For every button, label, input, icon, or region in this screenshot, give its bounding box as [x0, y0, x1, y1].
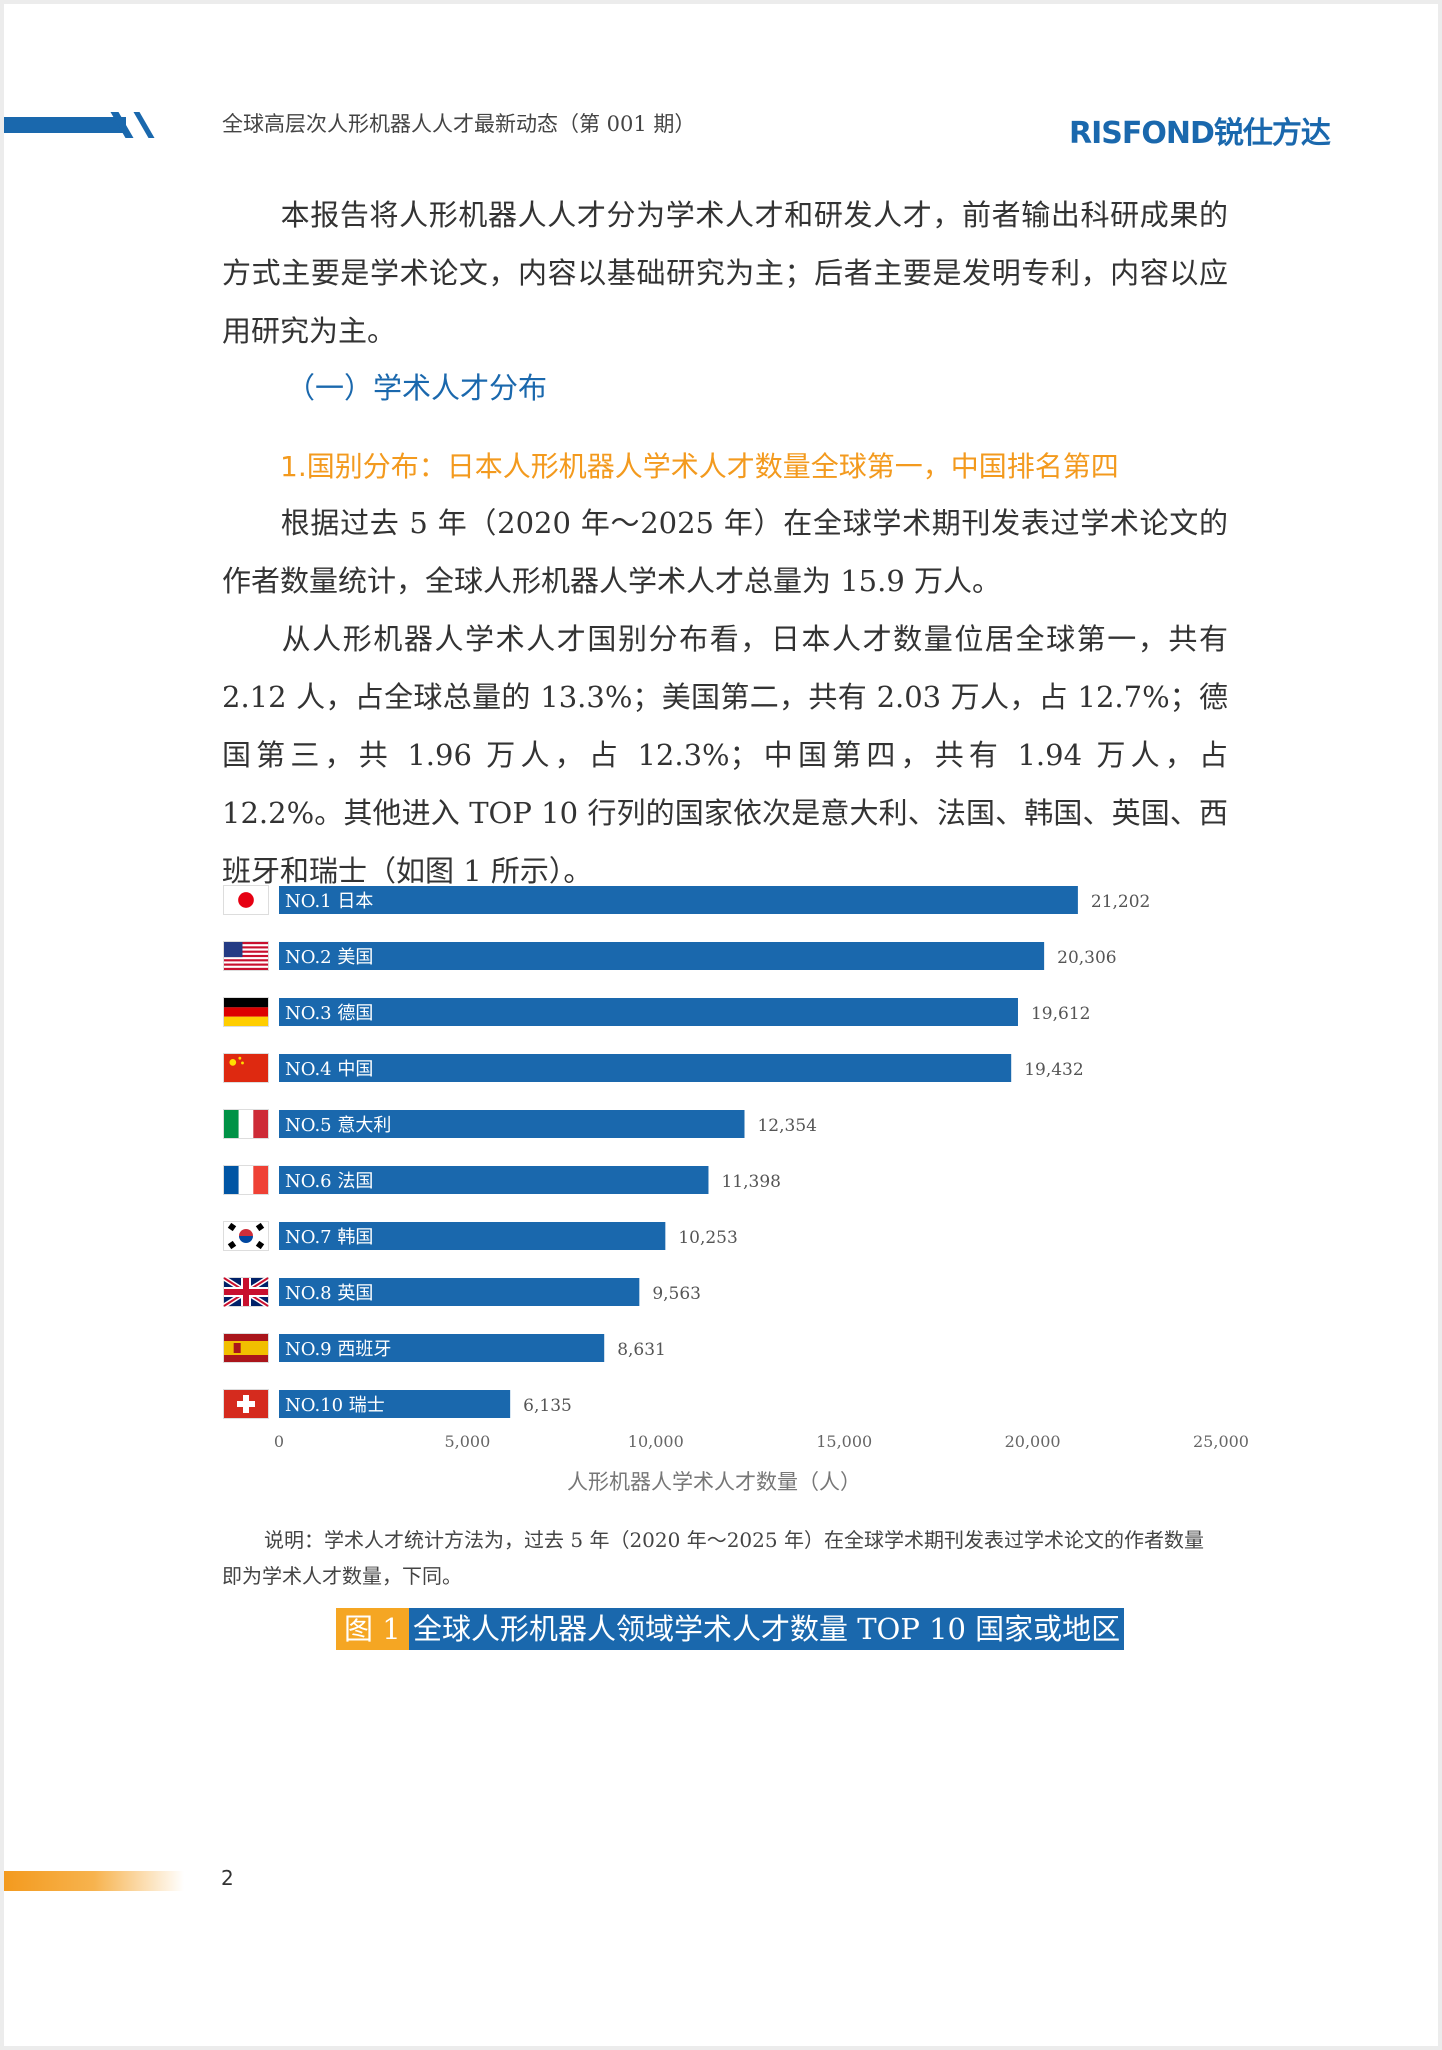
bar-chart: NO.1 日本 21,202 NO.2 美国 20,306 NO.3 德国 19,612 N… — [222, 885, 1249, 1494]
bar-category-label: NO.8 英国 — [285, 1283, 373, 1304]
x-tick-label: 15,000 — [816, 1432, 872, 1451]
figure-title: 全球人形机器人领域学术人才数量 TOP 10 国家或地区 — [409, 1608, 1125, 1650]
chart-note: 说明：学术人才统计方法为，过去 5 年（2020 年～2025 年）在全球学术期… — [222, 1528, 1204, 1588]
paragraph-total: 根据过去 5 年（2020 年～2025 年）在全球学术期刊发表过学术论文的作者… — [222, 506, 1228, 598]
header-title: 全球高层次人形机器人人才最新动态（第 001 期） — [222, 112, 696, 136]
bar-value-label: 12,354 — [757, 1116, 816, 1136]
company-logo: RISFOND锐仕方达 — [1069, 108, 1331, 152]
bar — [279, 886, 1078, 914]
x-tick-label: 10,000 — [628, 1432, 684, 1451]
flag-germany-icon — [223, 997, 269, 1027]
bar-category-label: NO.10 瑞士 — [285, 1395, 385, 1416]
logo-text: RISFOND — [1069, 116, 1215, 151]
bar-value-label: 20,306 — [1057, 948, 1116, 968]
bar-value-label: 11,398 — [721, 1172, 780, 1192]
flag-spain-icon — [223, 1333, 269, 1363]
bar-value-label: 8,631 — [617, 1340, 666, 1360]
bar-category-label: NO.2 美国 — [285, 947, 373, 968]
bar-category-label: NO.6 法国 — [285, 1171, 373, 1192]
bar — [279, 1110, 745, 1138]
x-tick-label: 25,000 — [1193, 1432, 1249, 1451]
flag-usa-icon — [223, 941, 269, 971]
bar-value-label: 6,135 — [523, 1396, 572, 1416]
paragraph-distribution: 从人形机器人学术人才国别分布看，日本人才数量位居全球第一，共有 2.12 人，占… — [222, 622, 1228, 888]
sub-heading: 1.国别分布：日本人形机器人学术人才数量全球第一，中国排名第四 — [280, 450, 1119, 483]
flag-china-icon — [223, 1053, 269, 1083]
intro-paragraph: 本报告将人形机器人人才分为学术人才和研发人才，前者输出科研成果的方式主要是学术论… — [222, 198, 1228, 348]
footer-accent-bar — [4, 1871, 184, 1891]
bar-category-label: NO.9 西班牙 — [285, 1339, 391, 1360]
bar-value-label: 21,202 — [1091, 892, 1150, 912]
bar — [279, 1054, 1012, 1082]
flag-japan-icon — [223, 885, 269, 915]
bar-value-label: 19,612 — [1031, 1004, 1090, 1024]
bar — [279, 942, 1045, 970]
bar — [279, 1390, 511, 1418]
bar-category-label: NO.1 日本 — [285, 891, 373, 912]
bar-value-label: 19,432 — [1024, 1060, 1083, 1080]
section-heading: （一）学术人才分布 — [286, 371, 548, 405]
page-number: 2 — [221, 1866, 234, 1890]
bar — [279, 1278, 640, 1306]
logo-cn-text: 锐仕方达 — [1213, 116, 1331, 151]
bar — [279, 1334, 605, 1362]
bar-category-label: NO.7 韩国 — [285, 1227, 373, 1248]
flag-switzerland-icon — [223, 1389, 269, 1419]
flag-italy-icon — [223, 1109, 269, 1139]
bar — [279, 1222, 666, 1250]
header-accent-bar — [4, 117, 126, 133]
bar-category-label: NO.3 德国 — [285, 1003, 373, 1024]
bar-value-label: 10,253 — [678, 1228, 737, 1248]
x-tick-label: 20,000 — [1005, 1432, 1061, 1451]
bar — [279, 1166, 709, 1194]
bar-value-label: 9,563 — [652, 1284, 701, 1304]
flag-uk-icon — [222, 1275, 270, 1309]
flag-france-icon — [223, 1165, 269, 1195]
figure-number: 图 1 — [336, 1608, 409, 1650]
x-tick-label: 5,000 — [444, 1432, 490, 1451]
x-tick-label: 0 — [274, 1432, 284, 1451]
bar — [279, 998, 1018, 1026]
x-axis-label: 人形机器人学术人才数量（人） — [567, 1470, 861, 1494]
bar-category-label: NO.4 中国 — [285, 1059, 373, 1080]
flag-korea-icon — [223, 1221, 269, 1251]
bar-category-label: NO.5 意大利 — [285, 1115, 391, 1136]
